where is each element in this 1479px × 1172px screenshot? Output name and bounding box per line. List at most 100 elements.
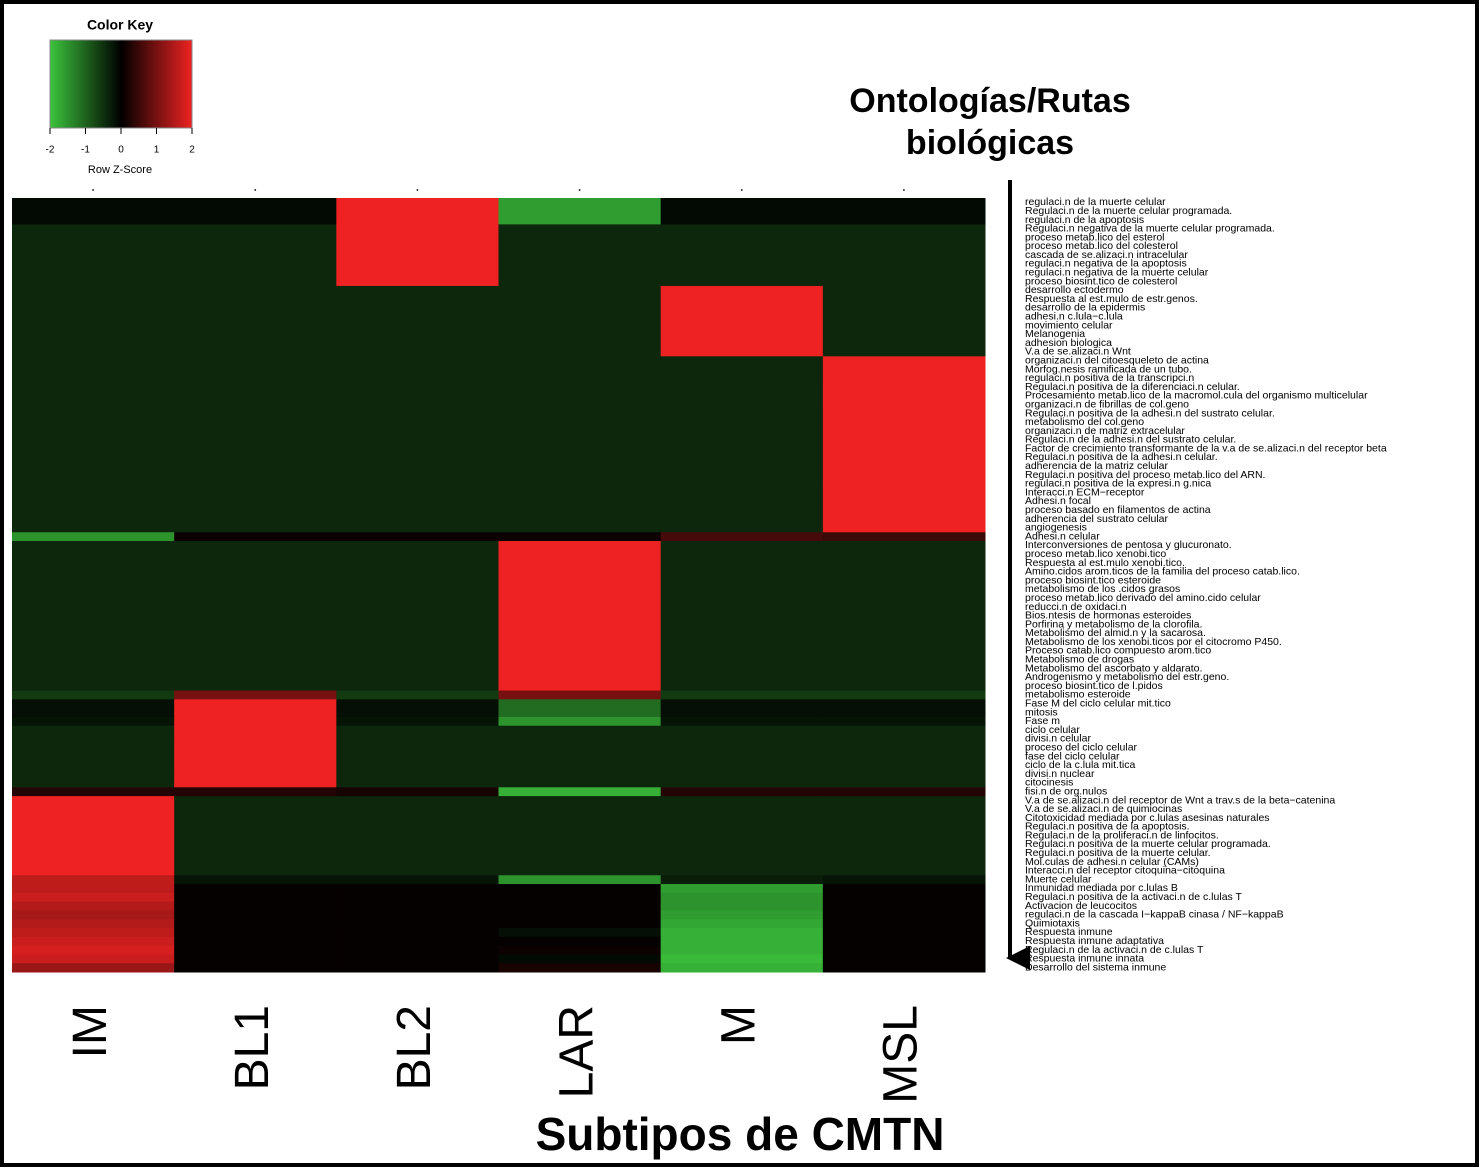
heatmap-cell bbox=[660, 198, 824, 208]
row-label: metabolismo esteroide bbox=[1025, 689, 1131, 701]
heatmap-cell bbox=[822, 514, 986, 524]
heatmap-cell bbox=[660, 945, 824, 955]
heatmap-cell bbox=[660, 479, 824, 489]
heatmap-cell bbox=[822, 549, 986, 560]
heatmap-cell bbox=[822, 831, 986, 841]
heatmap-cell bbox=[174, 787, 337, 797]
heatmap-cell bbox=[822, 470, 986, 480]
heatmap-cell bbox=[174, 602, 337, 612]
heatmap-cell bbox=[498, 919, 662, 929]
heatmap-cell bbox=[822, 567, 986, 577]
heatmap-cell bbox=[822, 813, 986, 823]
heatmap-cell bbox=[498, 875, 662, 885]
heatmap-cell bbox=[12, 294, 175, 305]
heatmap-cell bbox=[660, 268, 824, 278]
row-label: Citotoxicidad mediada por c.lulas asesin… bbox=[1025, 812, 1270, 824]
heatmap-cell bbox=[174, 356, 337, 366]
heatmap-cell bbox=[336, 919, 499, 929]
row-label: divisi.n celular bbox=[1025, 733, 1091, 745]
heatmap-cell bbox=[336, 699, 499, 709]
heatmap-cell bbox=[498, 734, 662, 744]
heatmap-cell bbox=[660, 840, 824, 850]
heatmap-cell bbox=[12, 760, 175, 771]
heatmap-cell bbox=[336, 321, 499, 331]
row-label: reducci.n de oxidaci.n bbox=[1025, 601, 1127, 613]
heatmap-cell bbox=[336, 848, 499, 859]
heatmap-cell bbox=[336, 831, 499, 841]
heatmap-cell bbox=[660, 866, 824, 876]
heatmap-cell bbox=[336, 769, 499, 779]
legend-tick-label: 2 bbox=[189, 145, 195, 156]
heatmap-cell bbox=[12, 303, 175, 313]
heatmap-cell bbox=[174, 822, 337, 832]
heatmap-cell bbox=[660, 426, 824, 436]
heatmap-cell bbox=[174, 224, 337, 234]
heatmap-cell bbox=[822, 875, 986, 885]
heatmap-cell bbox=[336, 409, 499, 419]
heatmap-cell bbox=[174, 303, 337, 313]
heatmap-cell bbox=[336, 963, 499, 973]
heatmap-cell bbox=[660, 233, 824, 243]
heatmap-cell bbox=[822, 347, 986, 357]
heatmap-cell bbox=[336, 532, 499, 542]
heatmap-cell bbox=[12, 549, 175, 560]
row-label: Respuesta inmune bbox=[1025, 926, 1113, 938]
heatmap-cell bbox=[498, 804, 662, 815]
heatmap-cell bbox=[498, 426, 662, 436]
row-label: Morfog.nesis ramificada de un tubo. bbox=[1025, 363, 1192, 375]
row-label: regulaci.n positiva de la expresi.n g.ni… bbox=[1025, 478, 1211, 490]
heatmap-cell bbox=[498, 241, 662, 252]
heatmap-cell bbox=[12, 567, 175, 577]
heatmap-cell bbox=[498, 294, 662, 305]
heatmap-cell bbox=[336, 505, 499, 516]
row-label: Desarrollo del sistema inmune bbox=[1025, 961, 1166, 973]
row-label: proceso biosint.tico de l.pidos bbox=[1025, 680, 1163, 692]
heatmap-cell bbox=[660, 628, 824, 639]
heatmap-cell bbox=[822, 435, 986, 445]
row-label: Regulaci.n positiva de la muerte celular… bbox=[1025, 838, 1271, 850]
heatmap-cell bbox=[336, 444, 499, 454]
row-label: Regulaci.n positiva de la apoptosis. bbox=[1025, 821, 1190, 833]
heatmap-cell bbox=[12, 338, 175, 349]
heatmap-cell bbox=[12, 910, 175, 920]
heatmap-cell bbox=[822, 699, 986, 709]
heatmap-cell bbox=[498, 215, 662, 225]
heatmap-cell bbox=[822, 769, 986, 779]
heatmap-cell bbox=[336, 681, 499, 692]
row-label: Regulaci.n de la muerte celular programa… bbox=[1025, 205, 1232, 217]
heatmap-cell bbox=[12, 804, 175, 815]
heatmap-cell bbox=[174, 963, 337, 973]
row-label: metabolismo de los .cidos grasos bbox=[1025, 583, 1180, 595]
heatmap-cell bbox=[498, 928, 662, 938]
row-label: proceso metab.lico xenobi.tico bbox=[1025, 548, 1166, 560]
heatmap-cell bbox=[498, 250, 662, 261]
heatmap-cell bbox=[498, 866, 662, 876]
heatmap-cell bbox=[174, 268, 337, 278]
heatmap-cell bbox=[174, 611, 337, 621]
row-label: ciclo celular bbox=[1025, 724, 1080, 736]
row-label: mitosis bbox=[1025, 706, 1058, 718]
heatmap-cell bbox=[660, 259, 824, 269]
heatmap-cell bbox=[336, 558, 499, 568]
heatmap-cell bbox=[822, 303, 986, 313]
heatmap-cell bbox=[822, 637, 986, 648]
heatmap-cell bbox=[822, 488, 986, 498]
heatmap-cell bbox=[336, 787, 499, 797]
heatmap-cell bbox=[336, 796, 499, 806]
heatmap-cell bbox=[822, 716, 986, 727]
heatmap-cell bbox=[660, 734, 824, 744]
heatmap-cell bbox=[12, 778, 175, 788]
heatmap-cell bbox=[822, 681, 986, 692]
heatmap-cell bbox=[822, 241, 986, 252]
heatmap-cell bbox=[174, 593, 337, 604]
heatmap-cell bbox=[174, 206, 337, 217]
heatmap-cell bbox=[336, 329, 499, 340]
heatmap-cell bbox=[174, 541, 337, 551]
row-label: fase del ciclo celular bbox=[1025, 750, 1120, 762]
heatmap-cell bbox=[12, 928, 175, 938]
heatmap-cell bbox=[660, 365, 824, 375]
heatmap-cell bbox=[498, 945, 662, 955]
heatmap-cell bbox=[660, 884, 824, 894]
row-label: movimiento celular bbox=[1025, 319, 1113, 331]
heatmap-cell bbox=[660, 505, 824, 516]
